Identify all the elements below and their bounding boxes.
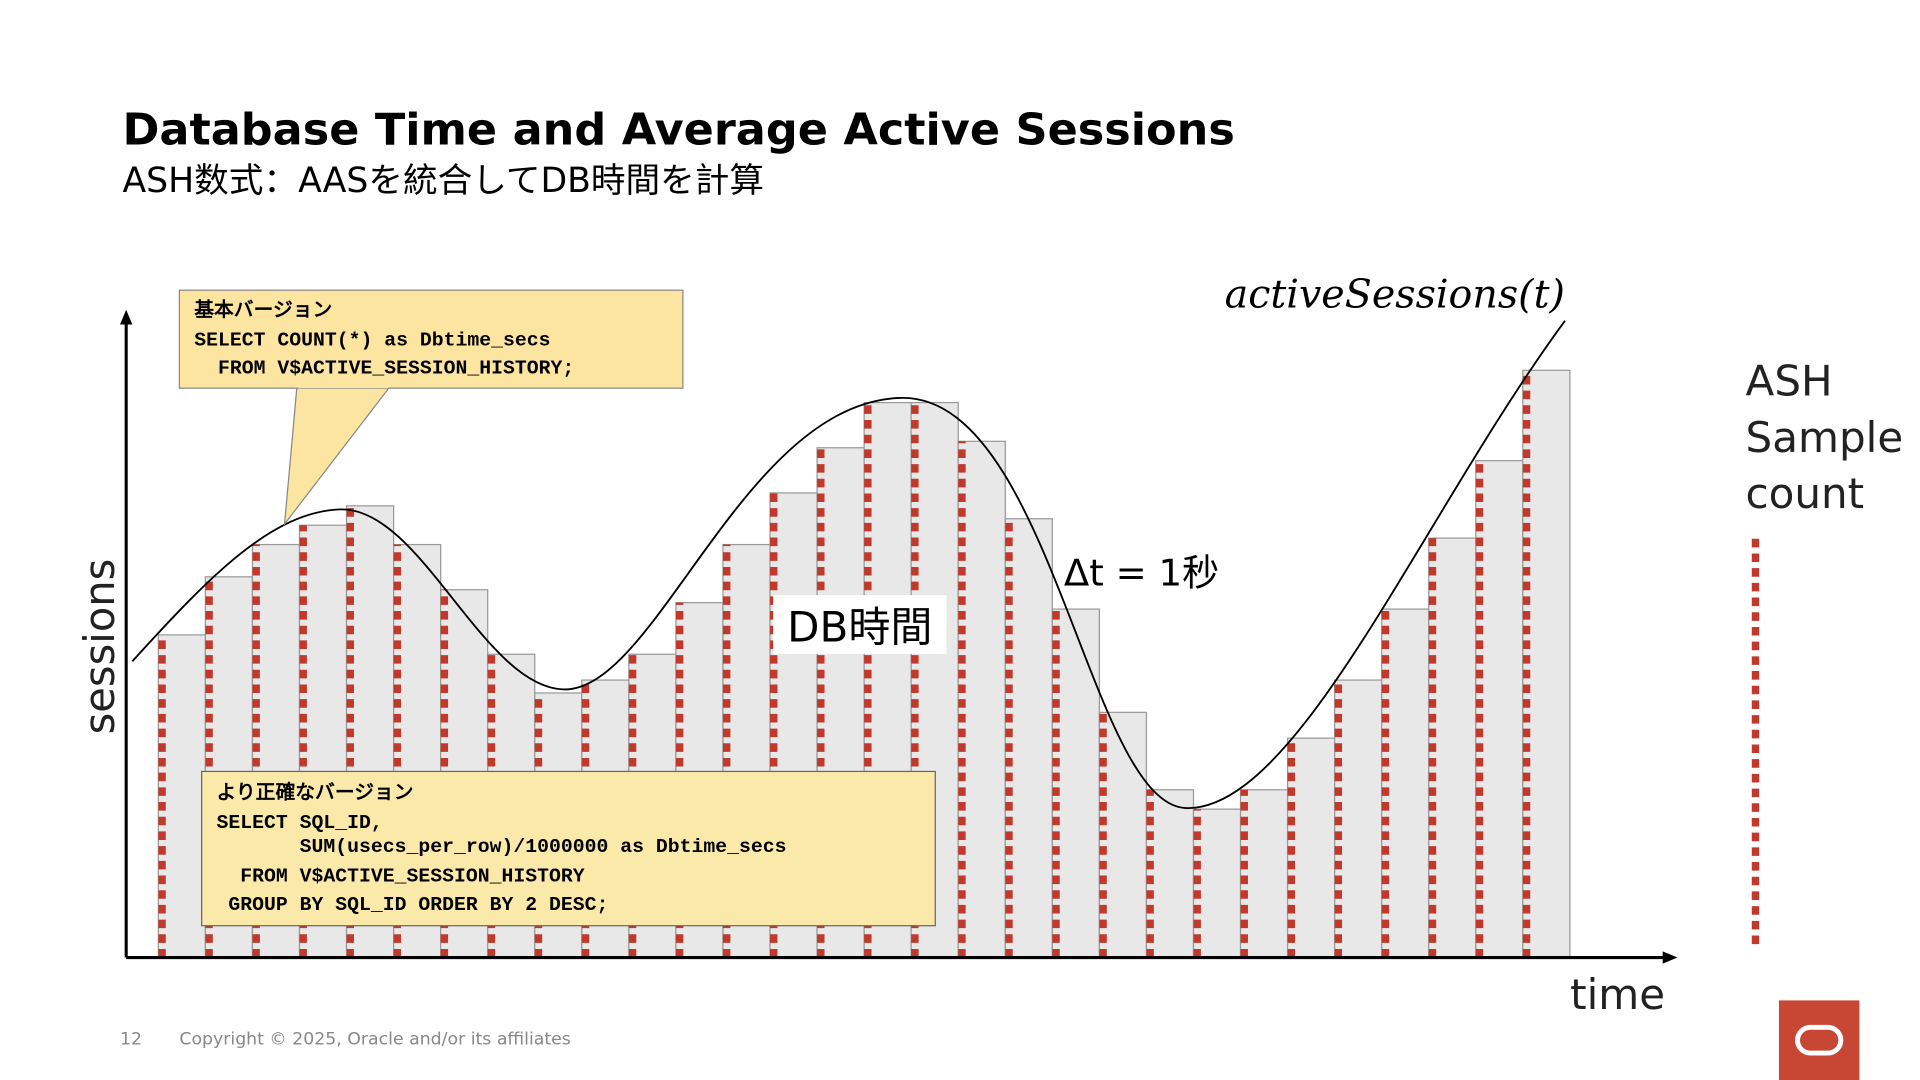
- callout-title: より正確なバージョン: [216, 780, 413, 803]
- delta-label: Δt = 1秒: [1064, 551, 1219, 594]
- bar: [1475, 460, 1524, 959]
- callout-pointer: [283, 386, 391, 527]
- callout-title: 基本バージョン: [194, 298, 332, 321]
- y-arrow: [120, 309, 133, 325]
- bar: [1239, 789, 1289, 959]
- code-line: FROM V$ACTIVE_SESSION_HISTORY: [216, 866, 584, 888]
- curve-label: activeSessions(t): [1225, 272, 1565, 318]
- curve: [131, 320, 1566, 810]
- legend-label: count: [1746, 469, 1865, 518]
- logo-mark: [1795, 1024, 1844, 1056]
- bar: [1004, 518, 1053, 959]
- code-line: SUM(usecs_per_row)/1000000 as Dbtime_sec…: [216, 836, 786, 858]
- code-line: SELECT SQL_ID,: [216, 812, 382, 834]
- x-label: time: [1570, 970, 1665, 1019]
- subtitle: ASH数式：AASを統合してDB時間を計算: [122, 161, 764, 201]
- bar: [1522, 369, 1571, 959]
- y-label: sessions: [75, 559, 124, 735]
- logo: [1778, 1000, 1860, 1080]
- bar: [1381, 608, 1430, 959]
- area-label-bg: [773, 595, 947, 654]
- bar: [1098, 711, 1148, 959]
- bar: [1192, 808, 1242, 959]
- callout-box: [178, 289, 684, 389]
- legend-label: Sample: [1746, 413, 1904, 462]
- x-arrow: [1662, 951, 1678, 964]
- bar: [1051, 608, 1101, 959]
- callout-precise: より正確なバージョン SELECT SQL_ID, SUM(usecs_per_…: [201, 770, 936, 927]
- bar: [157, 634, 207, 959]
- code-line: GROUP BY SQL_ID ORDER BY 2 DESC;: [216, 894, 608, 916]
- bar: [1428, 537, 1477, 959]
- bar: [1145, 789, 1195, 959]
- title: Database Time and Average Active Session…: [122, 105, 1234, 156]
- code-line: SELECT COUNT(*) as Dbtime_secs: [194, 329, 550, 351]
- bar: [1286, 737, 1336, 959]
- callout-box: [201, 770, 936, 927]
- callout-basic: 基本バージョン SELECT COUNT(*) as Dbtime_secs F…: [178, 289, 684, 527]
- area-label: DB時間: [787, 603, 932, 652]
- code-line: FROM V$ACTIVE_SESSION_HISTORY;: [194, 358, 574, 380]
- legend-label: ASH: [1746, 357, 1833, 406]
- copyright: Copyright © 2025, Oracle and/or its affi…: [179, 1030, 570, 1050]
- page-number: 12: [120, 1030, 142, 1050]
